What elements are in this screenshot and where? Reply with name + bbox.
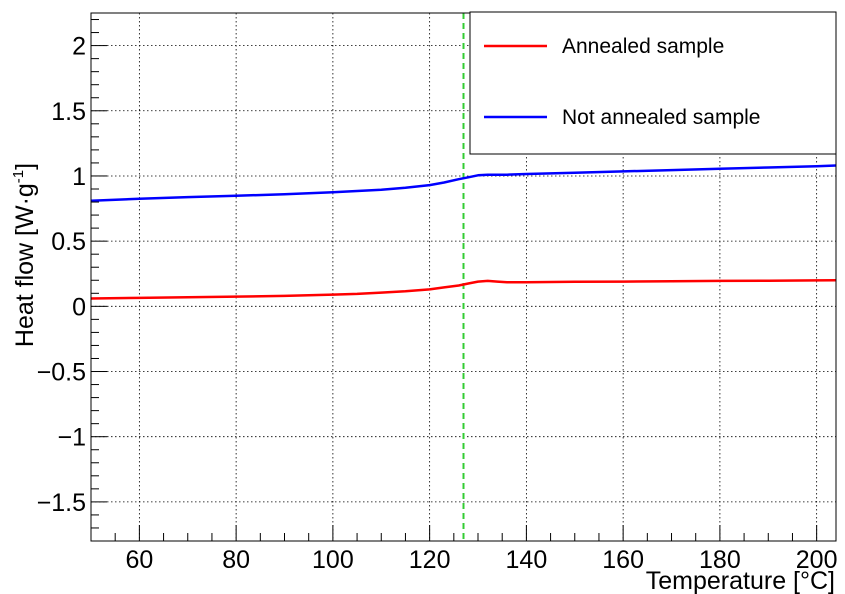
y-tick-label-5: 1: [72, 163, 86, 191]
legend: Annealed sample Not annealed sample: [469, 11, 837, 155]
x-tick-label-0: 60: [125, 546, 153, 574]
y-tick-label-3: 0: [72, 293, 86, 321]
legend-box: [469, 11, 837, 155]
x-tick-label-3: 120: [409, 546, 451, 574]
y-tick-label-1: −1: [57, 424, 86, 452]
y-axis-title: Heat flow [W·g-1]: [10, 163, 39, 347]
x-axis-title: Temperature [°C]: [646, 567, 835, 594]
x-tick-label-5: 160: [602, 546, 644, 574]
x-tick-label-1: 80: [222, 546, 250, 574]
x-tick-label-6: 180: [699, 546, 741, 574]
legend-label-annealed: Annealed sample: [562, 35, 724, 58]
series-line-1: [90, 164, 837, 202]
y-tick-label-6: 1.5: [51, 98, 86, 126]
x-tick-label-2: 100: [312, 546, 354, 574]
y-tick-label-7: 2: [72, 33, 86, 61]
series-layer: [90, 164, 837, 300]
y-axis-title-superscript: -1: [10, 170, 27, 183]
tick-layer: 60 80 100 120 140 160 180 200 −1.5 −1 −0.5 0 0.5 1 1.5…: [37, 19, 838, 574]
x-tick-label-4: 140: [506, 546, 548, 574]
y-axis-title-main: Heat flow [W·g: [11, 183, 39, 347]
x-tick-label-7: 200: [796, 546, 838, 574]
legend-label-not-annealed: Not annealed sample: [562, 106, 760, 129]
y-tick-label-0: −1.5: [37, 489, 86, 517]
plot-frame: [90, 12, 837, 542]
y-tick-label-4: 0.5: [51, 228, 86, 256]
y-tick-label-2: −0.5: [37, 359, 86, 387]
series-line-0: [90, 279, 837, 300]
y-axis-title-close: ]: [11, 163, 39, 170]
